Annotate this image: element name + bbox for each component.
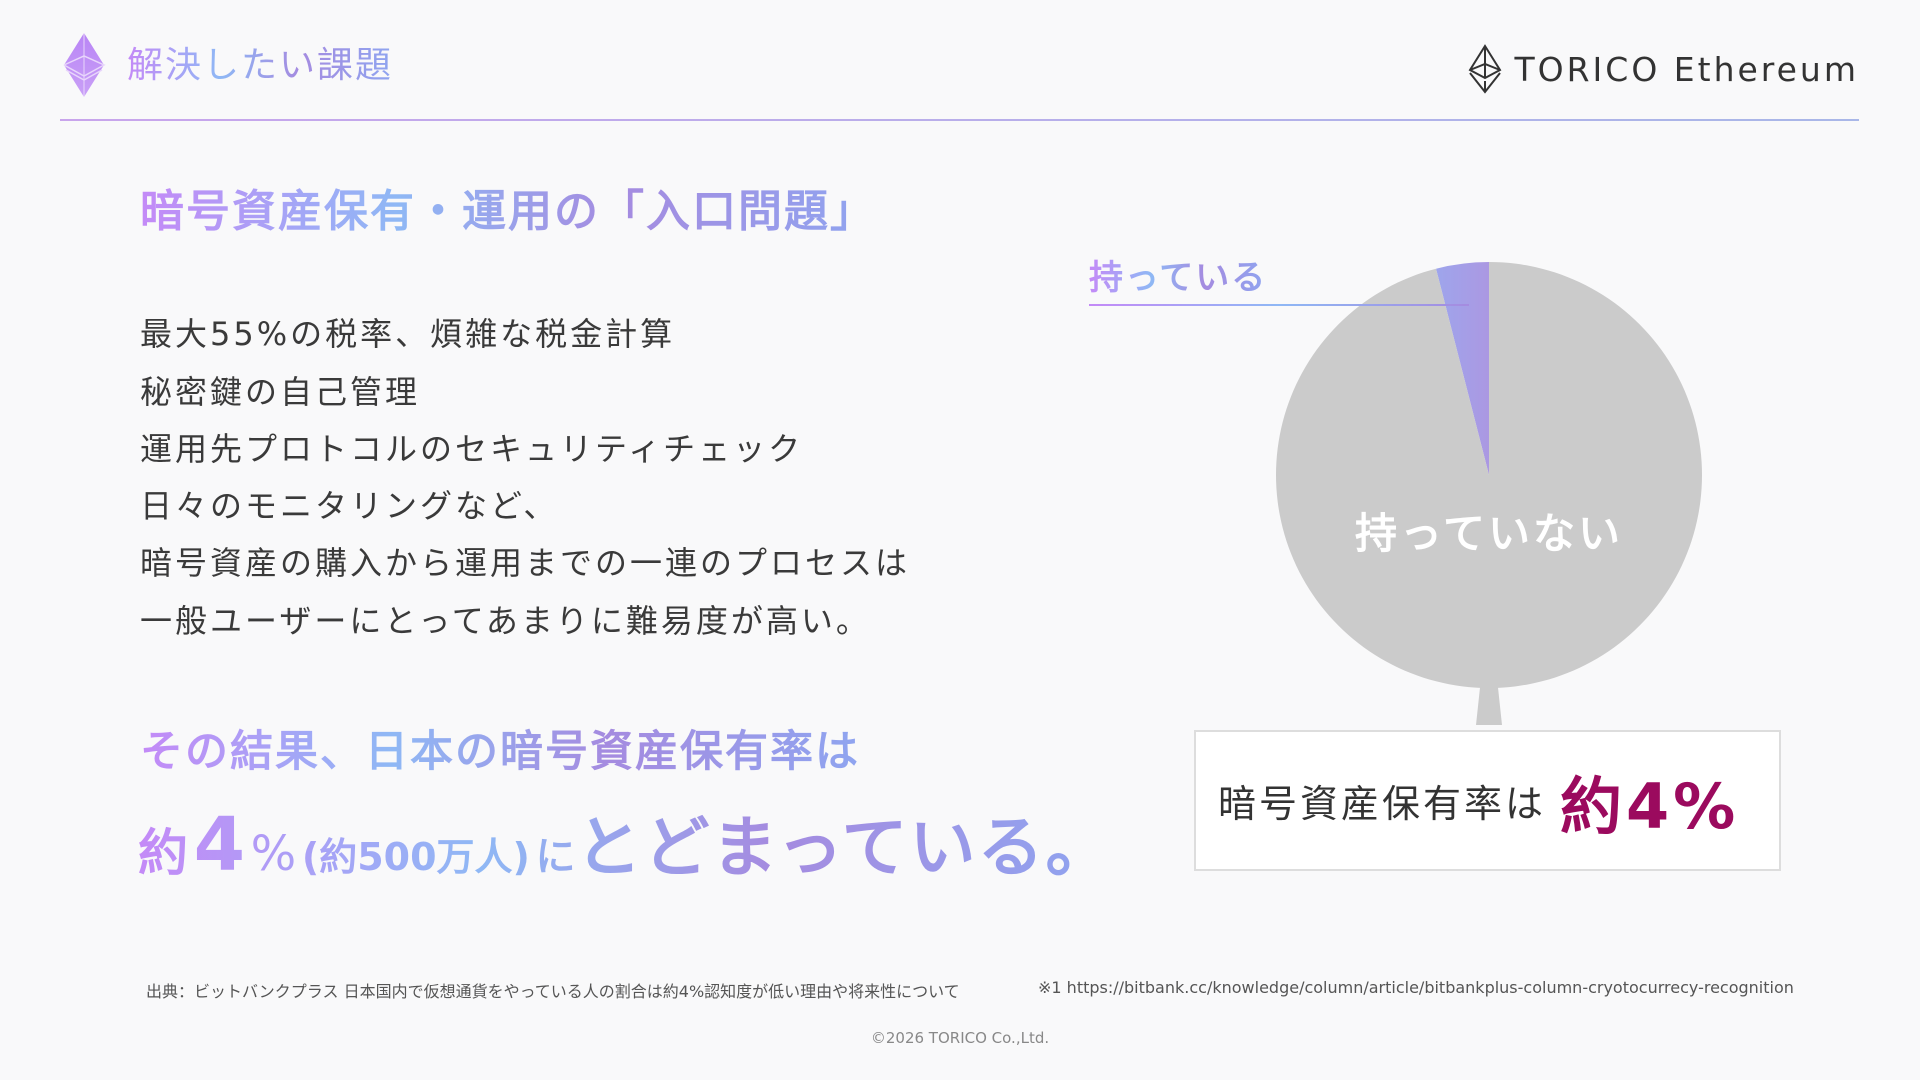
brand-name: TORICO Ethereum xyxy=(1514,49,1859,89)
copyright: ©2026 TORICO Co.,Ltd. xyxy=(870,1029,1050,1047)
source-citation: 出典：ビットバンクプラス 日本国内で仮想通貨をやっている人の割合は約4%認知度が… xyxy=(146,982,960,1001)
brand-logo: TORICO Ethereum xyxy=(1468,44,1859,94)
ethereum-diamond-icon xyxy=(63,33,106,97)
body-line: 秘密鍵の自己管理 xyxy=(140,373,421,411)
header-divider xyxy=(60,119,1859,121)
pie-slice-have xyxy=(1436,262,1489,475)
body-line: 暗号資産の購入から運用までの一連のプロセスは xyxy=(140,544,911,582)
ethereum-outline-icon xyxy=(1469,44,1502,94)
pie-slice-not-have xyxy=(1275,262,1702,689)
body-line: 運用先プロトコルのセキュリティチェック xyxy=(140,430,804,468)
callout-value: 約4% xyxy=(1560,769,1740,843)
have-label: 持っている xyxy=(1089,258,1268,298)
section-heading: 暗号資産保有・運用の「入口問題」 xyxy=(140,184,876,240)
body-line: 一般ユーザーにとってあまりに難易度が高い。 xyxy=(140,602,871,640)
body-line: 日々のモニタリングなど、 xyxy=(140,487,559,525)
result-line-1: その結果、日本の暗号資産保有率は xyxy=(140,724,860,780)
not-have-label: 持っていない xyxy=(1355,509,1623,558)
source-url[interactable]: ※1 https://bitbank.cc/knowledge/column/a… xyxy=(1038,978,1794,997)
have-leader-line xyxy=(1089,304,1469,306)
callout-box: 暗号資産保有率は 約4% xyxy=(1194,730,1781,871)
body-line: 最大55%の税率、煩雑な税金計算 xyxy=(140,315,676,353)
callout-text: 暗号資産保有率は xyxy=(1218,782,1547,826)
page-title: 解決したい課題 xyxy=(127,42,393,90)
